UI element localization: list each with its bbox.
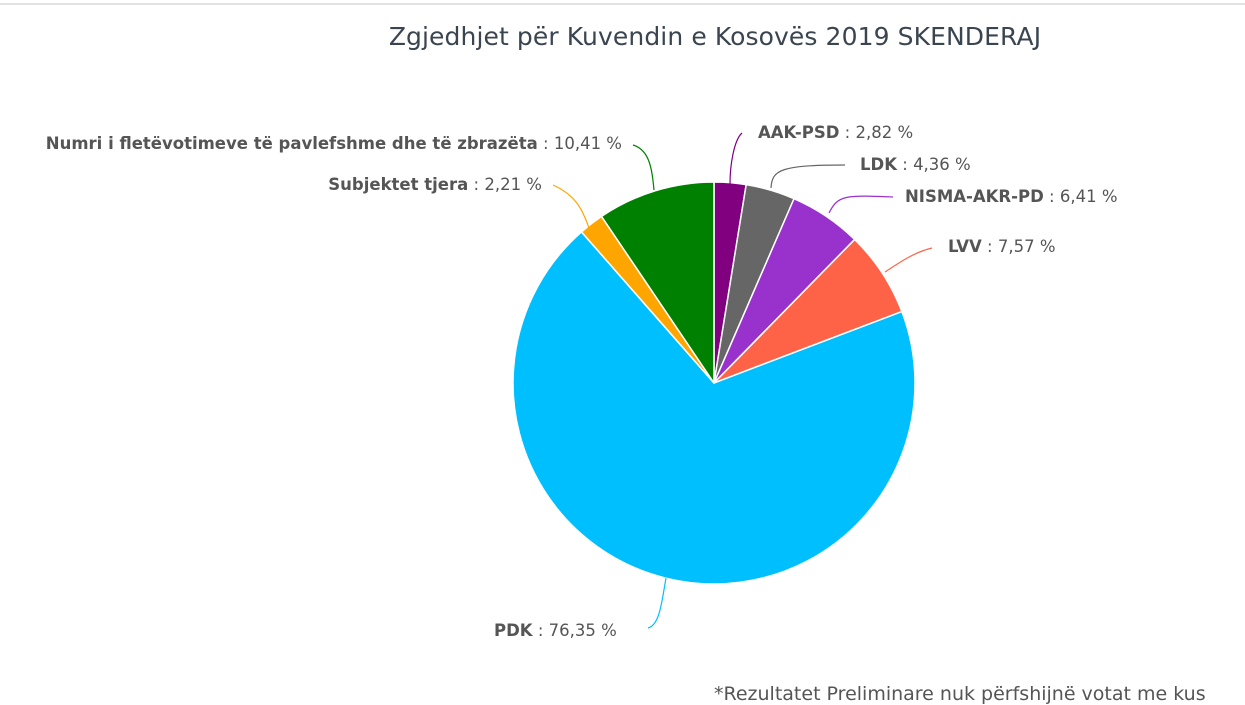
label-ldk: LDK : 4,36 %: [860, 155, 971, 174]
label-sep: :: [537, 134, 554, 153]
label-name: Subjektet tjera: [328, 175, 469, 194]
label-name: LDK: [860, 155, 897, 174]
label-sep: :: [1043, 187, 1060, 206]
label-pdk: PDK : 76,35 %: [494, 621, 617, 640]
footnote: *Rezultatet Preliminare nuk përfshijnë v…: [714, 683, 1206, 705]
chart-title: Zgjedhjet për Kuvendin e Kosovës 2019 SK…: [388, 22, 1042, 51]
connector-pdk: [647, 577, 667, 629]
label-subjektet-tjera: Subjektet tjera : 2,21 %: [328, 175, 542, 194]
label-sep: :: [468, 175, 485, 194]
pie-slices: [512, 181, 916, 585]
label-value: 4,36 %: [913, 155, 971, 174]
label-aak-psd: AAK-PSD : 2,82 %: [758, 123, 913, 142]
label-sep: :: [981, 237, 998, 256]
label-lvv: LVV : 7,57 %: [948, 237, 1056, 256]
label-value: 6,41 %: [1059, 187, 1118, 206]
label-value: 10,41 %: [553, 134, 622, 153]
label-numri-fletevotimeve: Numri i fletëvotimeve të pavlefshme dhe …: [46, 134, 622, 153]
label-nisma-akr-pd: NISMA-AKR-PD : 6,41 %: [905, 187, 1118, 206]
label-name: LVV: [948, 237, 982, 256]
connector-lvv: [884, 247, 933, 273]
connector-aak: [729, 132, 743, 185]
top-border: [0, 3, 1245, 5]
connector-numri: [632, 144, 655, 191]
connector-subj: [552, 184, 590, 229]
label-name: AAK-PSD: [758, 123, 840, 142]
connector-nisma: [828, 195, 894, 214]
label-value: 2,82 %: [855, 123, 914, 142]
label-sep: :: [839, 123, 856, 142]
label-name: Numri i fletëvotimeve të pavlefshme dhe …: [45, 134, 538, 153]
label-sep: :: [897, 155, 914, 174]
connector-lines: [552, 132, 933, 629]
label-value: 2,21 %: [484, 175, 542, 194]
pie-slice-numri-i-flet-votimeve-t-pavlefshme-dhe-t-zbraz-ta[interactable]: [600, 181, 715, 384]
label-value: 7,57 %: [997, 237, 1056, 256]
label-value: 76,35 %: [548, 621, 617, 640]
connector-ldk: [770, 164, 846, 189]
label-name: NISMA-AKR-PD: [905, 187, 1044, 206]
label-sep: :: [532, 621, 549, 640]
label-name: PDK: [494, 621, 533, 640]
